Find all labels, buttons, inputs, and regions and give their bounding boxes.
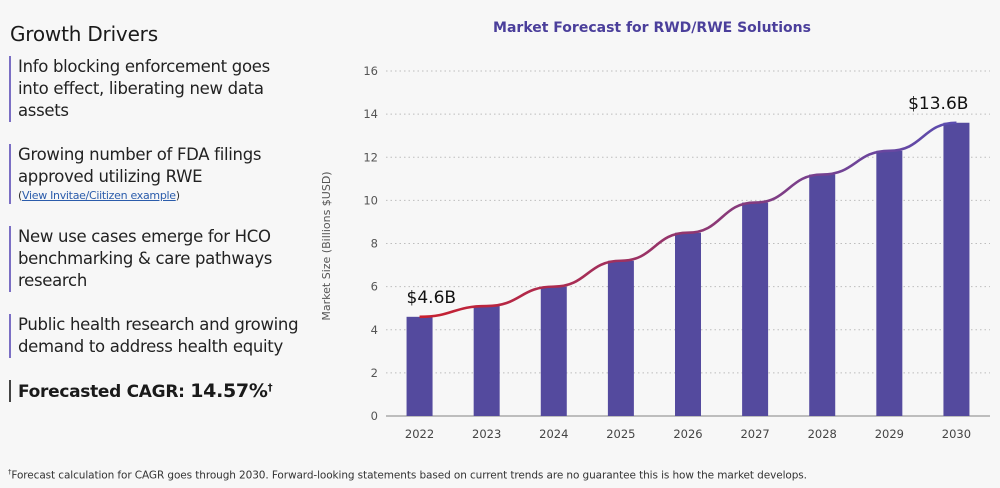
x-tick-label: 2029 bbox=[875, 427, 904, 441]
example-link-row: (View Invitae/Ciitizen example) bbox=[18, 188, 303, 204]
y-axis-label: Market Size (Billions $USD) bbox=[320, 171, 333, 320]
x-tick-label: 2026 bbox=[673, 427, 702, 441]
value-annotation: $13.6B bbox=[908, 94, 968, 114]
bar-2026 bbox=[675, 232, 701, 416]
y-tick-label: 2 bbox=[371, 366, 378, 380]
cagr-value: 14.57% bbox=[190, 380, 268, 402]
footnote: †Forecast calculation for CAGR goes thro… bbox=[8, 468, 807, 482]
dagger-mark: † bbox=[267, 382, 273, 394]
trend-line bbox=[419, 121, 957, 319]
bar-2030 bbox=[943, 122, 970, 416]
driver-item: Public health research and growing deman… bbox=[9, 314, 303, 358]
y-tick-label: 6 bbox=[371, 280, 378, 294]
x-tick-label: 2027 bbox=[740, 427, 769, 441]
driver-item: New use cases emerge for HCO benchmarkin… bbox=[9, 226, 303, 292]
bar-2023 bbox=[473, 306, 500, 416]
growth-drivers-panel: Growth Drivers Info blocking enforcement… bbox=[8, 22, 303, 402]
footnote-text: Forecast calculation for CAGR goes throu… bbox=[11, 469, 807, 482]
growth-drivers-title: Growth Drivers bbox=[10, 22, 158, 46]
y-tick-label: 14 bbox=[363, 107, 378, 121]
paren-close: ) bbox=[175, 189, 180, 202]
y-tick-label: 10 bbox=[363, 193, 378, 207]
x-tick-label: 2030 bbox=[942, 427, 971, 441]
bar-2024 bbox=[540, 286, 567, 416]
bar-2022 bbox=[406, 316, 433, 416]
x-tick-label: 2025 bbox=[606, 427, 635, 441]
driver-text: Public health research and growing deman… bbox=[18, 315, 299, 356]
y-tick-label: 4 bbox=[371, 323, 378, 337]
paren-open: ( bbox=[18, 189, 22, 202]
forecasted-cagr: Forecasted CAGR: 14.57%† bbox=[9, 380, 303, 402]
bar-2029 bbox=[876, 150, 903, 416]
bar-2025 bbox=[607, 260, 634, 416]
cagr-label: Forecasted CAGR: bbox=[18, 382, 191, 402]
x-tick-label: 2023 bbox=[472, 427, 501, 441]
y-tick-label: 12 bbox=[363, 150, 378, 164]
driver-item: Info blocking enforcement goes into effe… bbox=[9, 56, 303, 122]
bar-2028 bbox=[809, 174, 836, 416]
driver-text: Info blocking enforcement goes into effe… bbox=[18, 57, 270, 120]
y-tick-label: 8 bbox=[371, 237, 378, 251]
driver-text: New use cases emerge for HCO benchmarkin… bbox=[18, 227, 273, 290]
y-tick-label: 16 bbox=[363, 64, 378, 78]
driver-item: Growing number of FDA filings approved u… bbox=[9, 144, 303, 204]
x-tick-label: 2022 bbox=[405, 427, 434, 441]
y-tick-label: 0 bbox=[371, 409, 378, 423]
x-tick-label: 2028 bbox=[808, 427, 837, 441]
view-example-link[interactable]: View Invitae/Ciitizen example bbox=[22, 189, 176, 202]
footnote-mark: † bbox=[8, 468, 12, 476]
x-tick-label: 2024 bbox=[539, 427, 568, 441]
driver-text: Growing number of FDA filings approved u… bbox=[18, 145, 262, 186]
chart-title: Market Forecast for RWD/RWE Solutions bbox=[493, 20, 811, 36]
value-annotation: $4.6B bbox=[407, 288, 457, 308]
bar-2027 bbox=[742, 202, 769, 416]
